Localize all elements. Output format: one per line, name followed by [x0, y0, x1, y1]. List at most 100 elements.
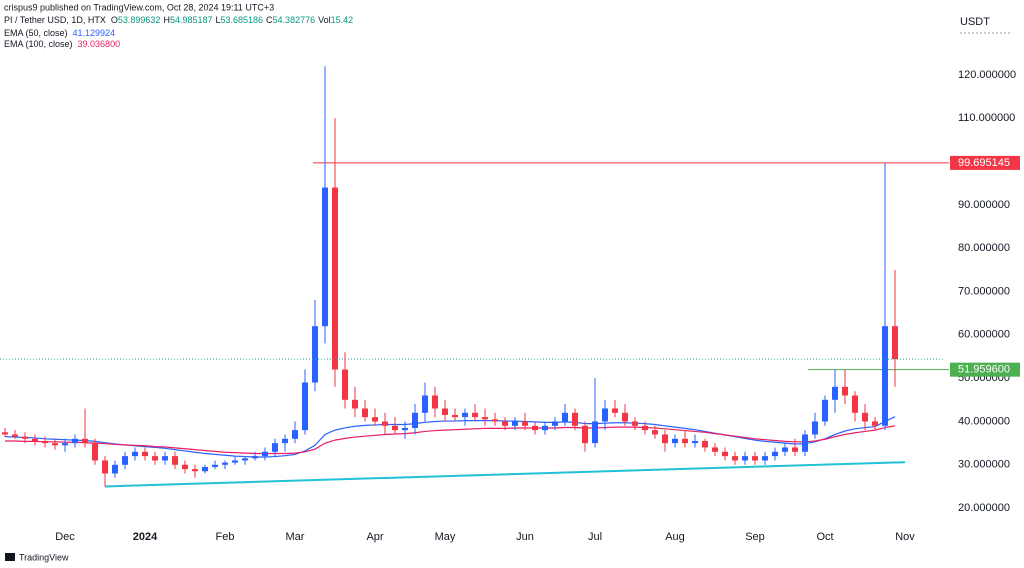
candle-body	[382, 421, 388, 426]
y-tick-label: 70.000000	[958, 285, 1010, 297]
candle-body	[142, 451, 148, 457]
candle-body	[842, 386, 848, 396]
candle-body	[242, 458, 248, 461]
candle-body	[832, 386, 838, 400]
candle-body	[202, 466, 208, 472]
candle-body	[692, 440, 698, 444]
candle-body	[552, 421, 558, 426]
candle-body	[872, 421, 878, 426]
candle-body	[572, 412, 578, 426]
x-tick-label: 2024	[133, 531, 158, 543]
candle-body	[122, 456, 128, 465]
publisher-note: crispus9 published on TradingView.com, O…	[4, 2, 274, 12]
candle-body	[22, 436, 28, 439]
candle-body	[762, 456, 768, 461]
candle-body	[232, 460, 238, 463]
candle-body	[732, 456, 738, 461]
y-tick-label: 40.000000	[958, 415, 1010, 427]
candle-body	[652, 430, 658, 435]
candle-body	[32, 438, 38, 441]
candle-body	[852, 395, 858, 413]
candle-body	[302, 382, 308, 431]
candle-body	[422, 395, 428, 413]
indicator-name: EMA (50, close)	[4, 28, 68, 38]
footer-brand: TradingView	[19, 552, 69, 562]
indicator-name: EMA (100, close)	[4, 39, 73, 49]
x-tick-label: Apr	[366, 531, 383, 543]
x-tick-label: Feb	[216, 531, 235, 543]
indicator-legend: EMA (50, close) 41.129924	[4, 28, 115, 38]
legend-ohlc: PI / Tether USD, 1D, HTX O53.899632 H54.98…	[4, 15, 353, 25]
candle-body	[542, 425, 548, 431]
ohlc-key: Vol	[318, 15, 331, 25]
candle-body	[462, 412, 468, 418]
candle-body	[372, 417, 378, 422]
candle-body	[892, 326, 898, 360]
ohlc-value: 54.382776	[273, 15, 316, 25]
price-line-tag	[950, 155, 1020, 170]
candle-body	[72, 438, 78, 444]
candle-body	[482, 417, 488, 420]
ohlc-key: L	[215, 15, 220, 25]
candle-body	[362, 408, 368, 418]
candle-body	[882, 326, 888, 426]
candle-body	[152, 456, 158, 461]
x-tick-label: Aug	[665, 531, 685, 543]
candle-body	[492, 419, 498, 422]
candle-body	[402, 427, 408, 431]
candle-body	[802, 434, 808, 452]
price-line-label: 99.695145	[958, 157, 1010, 169]
candle-body	[2, 432, 8, 435]
candle-body	[742, 456, 748, 461]
candle-body	[662, 434, 668, 444]
unit-label: USDT	[960, 16, 990, 28]
y-tick-label: 20.000000	[958, 502, 1010, 514]
price-line-tag	[950, 362, 1020, 377]
candle-body	[622, 412, 628, 422]
candle-body	[342, 369, 348, 400]
x-tick-label: Oct	[816, 531, 833, 543]
indicator-value: 41.129924	[73, 28, 116, 38]
candle-body	[62, 443, 68, 446]
candle-body	[682, 438, 688, 444]
ohlc-key: C	[266, 15, 273, 25]
ohlc-key: H	[163, 15, 170, 25]
candle-body	[292, 430, 298, 439]
x-tick-label: Mar	[286, 531, 305, 543]
candle-body	[212, 464, 218, 467]
x-tick-label: Jun	[516, 531, 534, 543]
candle-body	[612, 408, 618, 413]
candle-body	[222, 462, 228, 465]
candle-body	[812, 421, 818, 435]
candle-body	[512, 421, 518, 426]
ema-line	[5, 425, 896, 455]
candle-body	[332, 187, 338, 370]
candle-body	[12, 434, 18, 437]
ohlc-key: O	[111, 15, 118, 25]
x-tick-label: Nov	[895, 531, 915, 543]
candle-body	[252, 456, 258, 459]
candle-body	[262, 451, 268, 457]
indicator-value: 39.036800	[78, 39, 121, 49]
y-tick-label: 120.000000	[958, 69, 1016, 81]
candle-body	[442, 408, 448, 415]
candle-body	[712, 447, 718, 452]
candle-body	[102, 460, 108, 474]
ohlc-value: 53.685186	[221, 15, 264, 25]
candle-body	[282, 438, 288, 444]
candle-body	[92, 443, 98, 461]
candle-body	[632, 421, 638, 426]
candle-body	[792, 447, 798, 452]
x-tick-label: Jul	[588, 531, 602, 543]
candle-body	[112, 464, 118, 474]
candle-body	[532, 425, 538, 431]
candle-body	[722, 451, 728, 457]
candle-body	[42, 440, 48, 444]
trendline	[104, 461, 906, 488]
candle-body	[472, 412, 478, 418]
candle-body	[192, 469, 198, 472]
candle-body	[452, 414, 458, 418]
ohlc-value: 15.42	[331, 15, 354, 25]
candle-body	[642, 425, 648, 431]
